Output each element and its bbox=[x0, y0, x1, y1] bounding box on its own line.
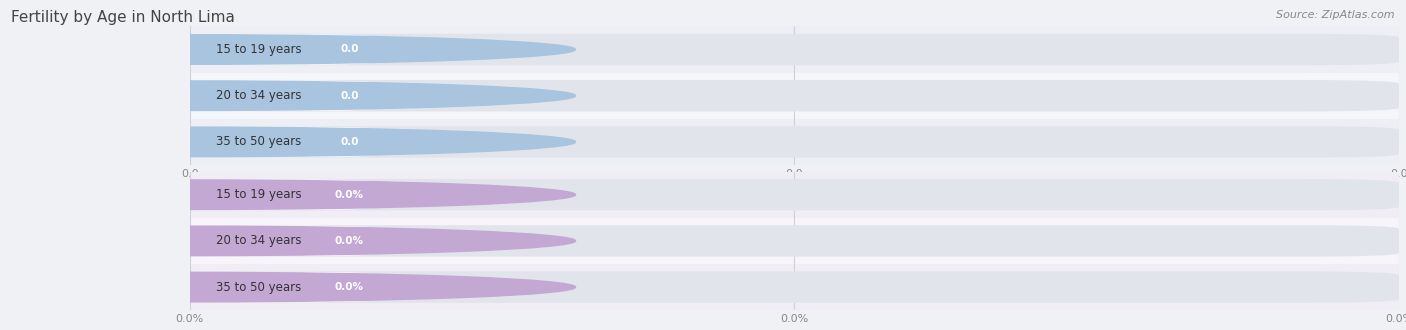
Bar bbox=[190, 218, 1399, 264]
Circle shape bbox=[0, 35, 575, 64]
Bar bbox=[190, 26, 1399, 73]
Text: 15 to 19 years: 15 to 19 years bbox=[217, 188, 302, 201]
Circle shape bbox=[0, 226, 575, 256]
FancyBboxPatch shape bbox=[190, 126, 1399, 158]
Bar bbox=[190, 264, 1399, 310]
Text: 0.0%: 0.0% bbox=[335, 236, 364, 246]
Circle shape bbox=[0, 81, 575, 111]
Text: Fertility by Age in North Lima: Fertility by Age in North Lima bbox=[11, 10, 235, 25]
FancyBboxPatch shape bbox=[318, 181, 381, 208]
FancyBboxPatch shape bbox=[318, 36, 381, 63]
FancyBboxPatch shape bbox=[190, 80, 1399, 112]
FancyBboxPatch shape bbox=[318, 128, 381, 155]
Text: 0.0: 0.0 bbox=[340, 137, 359, 147]
Circle shape bbox=[0, 272, 575, 302]
Text: 20 to 34 years: 20 to 34 years bbox=[217, 89, 302, 102]
Text: 35 to 50 years: 35 to 50 years bbox=[217, 135, 302, 148]
FancyBboxPatch shape bbox=[188, 272, 380, 302]
Text: 0.0%: 0.0% bbox=[335, 282, 364, 292]
FancyBboxPatch shape bbox=[190, 34, 1399, 65]
Circle shape bbox=[0, 180, 575, 210]
Bar bbox=[190, 73, 1399, 119]
FancyBboxPatch shape bbox=[190, 179, 1399, 211]
FancyBboxPatch shape bbox=[190, 225, 1399, 257]
FancyBboxPatch shape bbox=[188, 226, 380, 256]
Text: 35 to 50 years: 35 to 50 years bbox=[217, 280, 302, 294]
Text: 0.0%: 0.0% bbox=[335, 190, 364, 200]
FancyBboxPatch shape bbox=[190, 271, 1399, 303]
FancyBboxPatch shape bbox=[188, 81, 380, 111]
Text: 15 to 19 years: 15 to 19 years bbox=[217, 43, 302, 56]
Text: Source: ZipAtlas.com: Source: ZipAtlas.com bbox=[1277, 10, 1395, 20]
FancyBboxPatch shape bbox=[318, 274, 381, 301]
FancyBboxPatch shape bbox=[318, 227, 381, 254]
FancyBboxPatch shape bbox=[318, 82, 381, 109]
Circle shape bbox=[0, 127, 575, 157]
Text: 0.0: 0.0 bbox=[340, 45, 359, 54]
FancyBboxPatch shape bbox=[188, 34, 380, 65]
FancyBboxPatch shape bbox=[188, 180, 380, 210]
FancyBboxPatch shape bbox=[188, 127, 380, 157]
Text: 20 to 34 years: 20 to 34 years bbox=[217, 234, 302, 248]
Bar bbox=[190, 119, 1399, 165]
Text: 0.0: 0.0 bbox=[340, 91, 359, 101]
Bar bbox=[190, 172, 1399, 218]
